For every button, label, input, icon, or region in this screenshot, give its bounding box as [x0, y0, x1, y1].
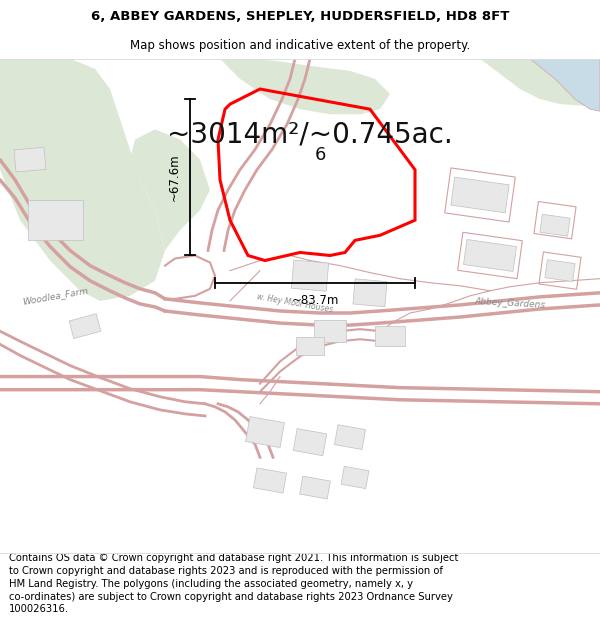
Bar	[534, 201, 576, 239]
Text: Woodlea_Farm: Woodlea_Farm	[22, 286, 89, 306]
Bar	[353, 279, 387, 307]
Text: 6, ABBEY GARDENS, SHEPLEY, HUDDERSFIELD, HD8 8FT: 6, ABBEY GARDENS, SHEPLEY, HUDDERSFIELD,…	[91, 10, 509, 23]
Polygon shape	[220, 59, 390, 114]
Text: Map shows position and indicative extent of the property.: Map shows position and indicative extent…	[130, 39, 470, 52]
Bar	[334, 425, 365, 449]
Bar	[458, 232, 523, 279]
Text: ~3014m²/~0.745ac.: ~3014m²/~0.745ac.	[167, 121, 453, 148]
Bar	[293, 429, 326, 456]
Bar	[341, 466, 369, 489]
Bar	[292, 260, 329, 291]
Bar	[375, 326, 405, 346]
Polygon shape	[480, 59, 600, 106]
Bar	[451, 177, 509, 212]
Bar	[545, 259, 575, 282]
Bar	[69, 314, 101, 339]
Text: w. Hey Moor Houses: w. Hey Moor Houses	[256, 292, 334, 314]
Text: ~83.7m: ~83.7m	[292, 294, 338, 308]
Text: 6: 6	[314, 146, 326, 164]
Bar	[539, 252, 581, 289]
Bar	[540, 214, 570, 236]
Bar	[314, 320, 346, 342]
Bar	[14, 148, 46, 172]
Polygon shape	[530, 59, 600, 111]
Bar	[445, 168, 515, 222]
Bar	[296, 338, 324, 356]
Polygon shape	[0, 59, 165, 301]
Bar	[253, 468, 287, 493]
Bar	[28, 200, 83, 241]
Bar	[299, 476, 331, 499]
Text: Abbey_Gardens: Abbey_Gardens	[475, 296, 545, 309]
Polygon shape	[130, 129, 210, 251]
Bar	[464, 239, 517, 271]
Text: ~67.6m: ~67.6m	[167, 154, 181, 201]
Bar	[245, 417, 284, 447]
Text: Contains OS data © Crown copyright and database right 2021. This information is : Contains OS data © Crown copyright and d…	[9, 553, 458, 614]
